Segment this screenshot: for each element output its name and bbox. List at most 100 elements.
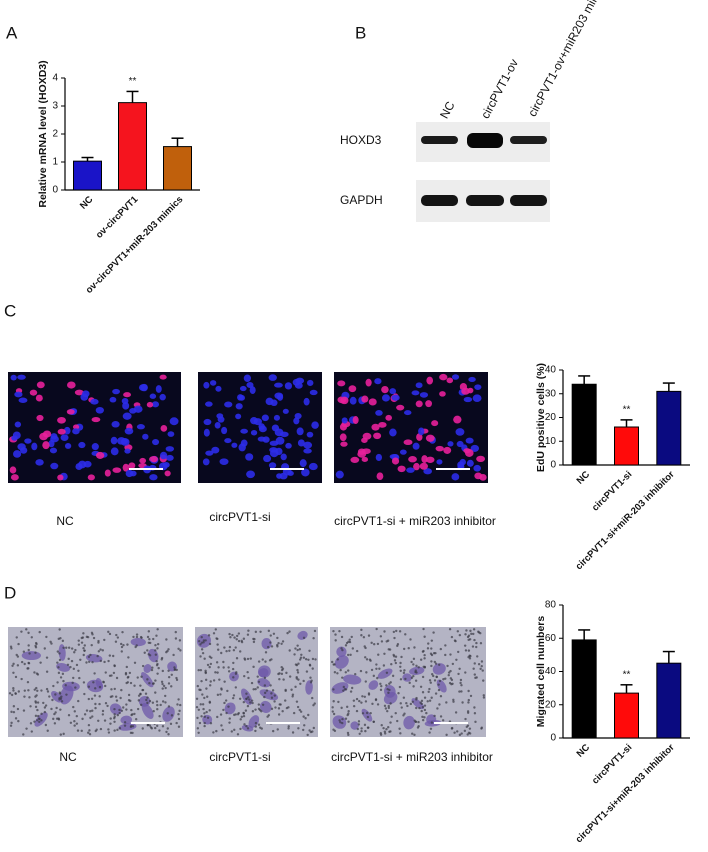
pore: [346, 713, 349, 717]
pore: [27, 662, 31, 665]
pore: [345, 705, 349, 709]
pore: [146, 701, 149, 705]
nucleus: [110, 447, 119, 456]
pore: [307, 658, 310, 661]
pore: [101, 713, 105, 716]
nucleus: [374, 378, 382, 385]
nucleus: [221, 426, 228, 435]
pore: [423, 716, 426, 719]
pore: [379, 682, 382, 686]
nucleus: [406, 467, 415, 473]
pore: [143, 651, 146, 654]
pore: [421, 715, 424, 719]
pore: [160, 658, 163, 661]
pore: [134, 645, 137, 649]
pore: [177, 725, 181, 728]
pore: [36, 701, 40, 704]
pore: [178, 639, 182, 642]
pore: [156, 708, 159, 711]
nucleus: [425, 456, 435, 463]
nucleus: [91, 416, 101, 423]
pore: [346, 653, 350, 657]
pore: [254, 708, 257, 711]
pore: [393, 659, 397, 662]
pore: [139, 703, 143, 707]
nucleus: [49, 447, 58, 454]
nucleus: [301, 468, 310, 477]
pore: [461, 701, 464, 704]
pore: [299, 710, 303, 713]
pore: [331, 710, 334, 713]
pore: [203, 696, 206, 700]
pore: [277, 707, 281, 710]
nucleus: [78, 441, 86, 449]
nucleus: [50, 462, 59, 470]
pore: [89, 710, 92, 713]
pore: [416, 726, 420, 729]
pore: [58, 658, 62, 662]
pore: [375, 667, 378, 670]
pore: [232, 694, 236, 697]
pore: [34, 714, 38, 718]
pore: [75, 663, 79, 667]
pore: [232, 649, 236, 652]
pore: [196, 727, 200, 730]
pore: [251, 710, 255, 713]
pore: [77, 669, 80, 672]
pore: [133, 684, 136, 687]
pore: [365, 658, 369, 661]
pore: [332, 700, 335, 703]
pore: [344, 671, 347, 674]
pore: [390, 715, 393, 718]
nucleus: [36, 414, 44, 422]
pore: [422, 627, 425, 631]
pore: [195, 705, 199, 709]
blot-row-label: GAPDH: [340, 193, 383, 207]
pore: [389, 730, 392, 733]
pore: [14, 717, 18, 720]
pore: [280, 672, 284, 676]
significance: **: [129, 76, 137, 87]
pore: [10, 693, 14, 697]
pore: [404, 633, 407, 636]
cell: [248, 715, 260, 728]
nucleus: [72, 424, 80, 430]
pore: [385, 728, 388, 731]
pore: [134, 717, 138, 721]
pore: [118, 727, 122, 730]
nucleus: [42, 441, 50, 450]
pore: [242, 711, 245, 715]
nucleus: [306, 431, 314, 438]
pore: [311, 667, 314, 670]
pore: [132, 635, 135, 639]
pore: [199, 655, 202, 658]
nucleus: [167, 431, 175, 437]
pore: [82, 681, 86, 684]
pore: [77, 639, 80, 642]
nucleus: [72, 428, 80, 435]
pore: [254, 729, 257, 733]
pore: [57, 718, 61, 721]
pore: [304, 717, 307, 720]
nucleus: [10, 374, 17, 381]
nucleus: [263, 454, 272, 463]
pore: [238, 697, 242, 701]
significance: **: [623, 405, 631, 416]
nucleus: [419, 462, 428, 470]
pore: [141, 727, 144, 730]
pore: [439, 715, 443, 718]
nucleus: [128, 462, 136, 470]
pore: [341, 648, 344, 652]
pore: [434, 651, 437, 655]
pore: [292, 711, 296, 715]
nucleus: [142, 433, 149, 440]
pore: [475, 641, 478, 645]
pore: [34, 705, 38, 709]
pore: [115, 633, 118, 637]
pore: [242, 700, 246, 704]
nucleus: [9, 466, 17, 474]
nucleus: [169, 417, 179, 426]
pore: [151, 682, 155, 685]
pore: [239, 650, 242, 653]
nucleus: [57, 428, 66, 435]
